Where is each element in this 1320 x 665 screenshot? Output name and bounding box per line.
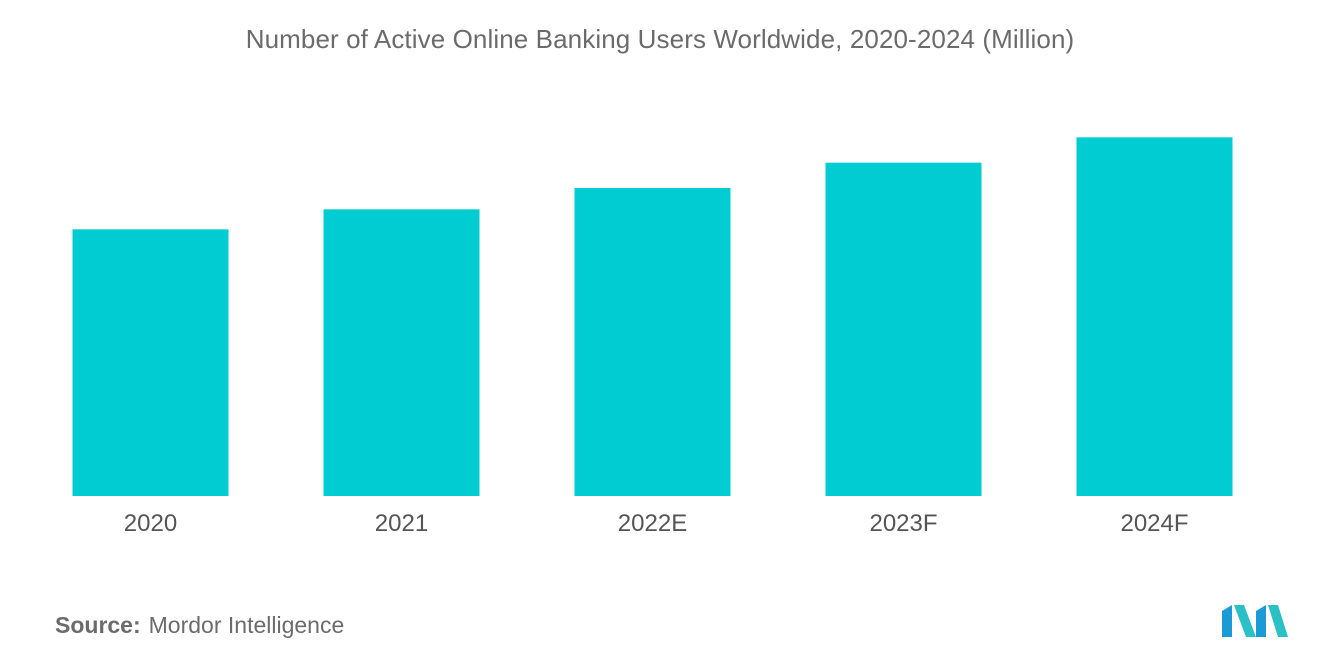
bar-2022E bbox=[574, 188, 731, 496]
source-line: Source: Mordor Intelligence bbox=[55, 612, 344, 639]
bar-2021 bbox=[323, 209, 480, 497]
x-tick-label-2023F: 2023F bbox=[869, 510, 937, 537]
x-axis-ticks: 2020 2021 2022E 2023F 2024F bbox=[124, 510, 1189, 537]
mordor-intelligence-logo bbox=[1222, 605, 1288, 637]
source-label: Source: bbox=[55, 612, 141, 638]
source-value: Mordor Intelligence bbox=[148, 612, 345, 638]
chart-title: Number of Active Online Banking Users Wo… bbox=[245, 24, 1075, 54]
bar-2023F bbox=[825, 162, 982, 496]
bars-group bbox=[72, 137, 1233, 497]
bar-2020 bbox=[72, 229, 229, 497]
x-tick-label-2020: 2020 bbox=[124, 510, 177, 537]
x-tick-label-2021: 2021 bbox=[375, 510, 428, 537]
bar-2024F bbox=[1076, 137, 1233, 497]
x-tick-label-2024F: 2024F bbox=[1120, 510, 1188, 537]
x-tick-label-2022E: 2022E bbox=[618, 510, 687, 537]
